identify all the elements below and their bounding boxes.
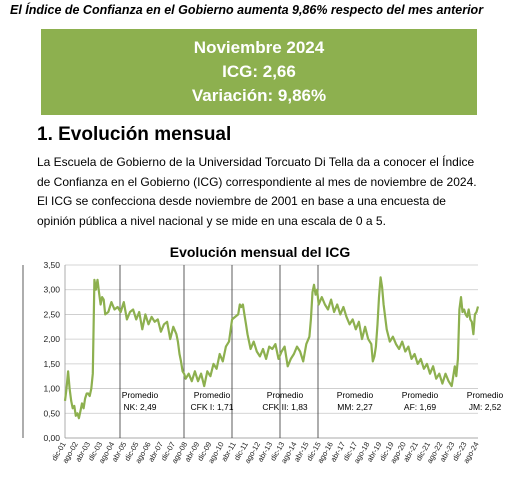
period-average-label: JM: 2,52 — [469, 402, 502, 412]
banner-icg-value: ICG: 2,66 — [222, 62, 296, 81]
period-average-label: AF: 1,69 — [404, 402, 436, 412]
period-label: Promedio — [267, 390, 304, 400]
section-title: 1. Evolución mensual — [37, 124, 232, 145]
period-average-label: CFK I: 1,71 — [191, 402, 234, 412]
icg-chart: Evolución mensual del ICG 0,00 0,50 1,00 1,… — [0, 240, 520, 473]
banner-period: Noviembre 2024 — [193, 38, 325, 57]
period-label: Promedio — [337, 390, 374, 400]
chart-title: Evolución mensual del ICG — [169, 244, 351, 260]
y-tick-label: 2,00 — [43, 334, 60, 344]
chart-svg: 0,00 0,50 1,00 1,50 2,00 2,50 3,00 3,50 Promedio… — [22, 260, 504, 465]
paragraph-line: La Escuela de Gobierno de la Universidad… — [37, 155, 475, 169]
banner-variation: Variación: 9,86% — [191, 86, 327, 105]
period-label: Promedio — [467, 390, 504, 400]
y-tick-label: 3,00 — [43, 285, 60, 295]
period-average-label: NK: 2,49 — [123, 402, 156, 412]
icg-series-line — [63, 276, 480, 420]
period-label: Promedio — [194, 390, 231, 400]
paragraph-line: de Confianza en el Gobierno (ICG) corres… — [37, 174, 477, 189]
body-paragraph: La Escuela de Gobierno de la Universidad… — [37, 153, 496, 231]
y-tick-label: 2,50 — [43, 309, 60, 319]
period-label: Promedio — [402, 390, 439, 400]
headline: El Índice de Confianza en el Gobierno au… — [10, 3, 484, 17]
y-tick-label: 1,50 — [43, 359, 60, 369]
summary-banner: Noviembre 2024 ICG: 2,66 Variación: 9,86… — [41, 29, 477, 115]
paragraph-line: opinión pública a nivel nacional y se mi… — [37, 213, 386, 228]
y-tick-label: 1,00 — [43, 384, 60, 394]
period-average-label: MM: 2,27 — [337, 402, 373, 412]
period-label: Promedio — [122, 390, 159, 400]
period-average-label: CFK II: 1,83 — [262, 402, 308, 412]
y-tick-label: 0,00 — [43, 433, 60, 443]
y-tick-label: 0,50 — [43, 408, 60, 418]
y-tick-label: 3,50 — [43, 260, 60, 270]
paragraph-line: El ICG se confecciona desde noviembre de… — [37, 194, 446, 208]
